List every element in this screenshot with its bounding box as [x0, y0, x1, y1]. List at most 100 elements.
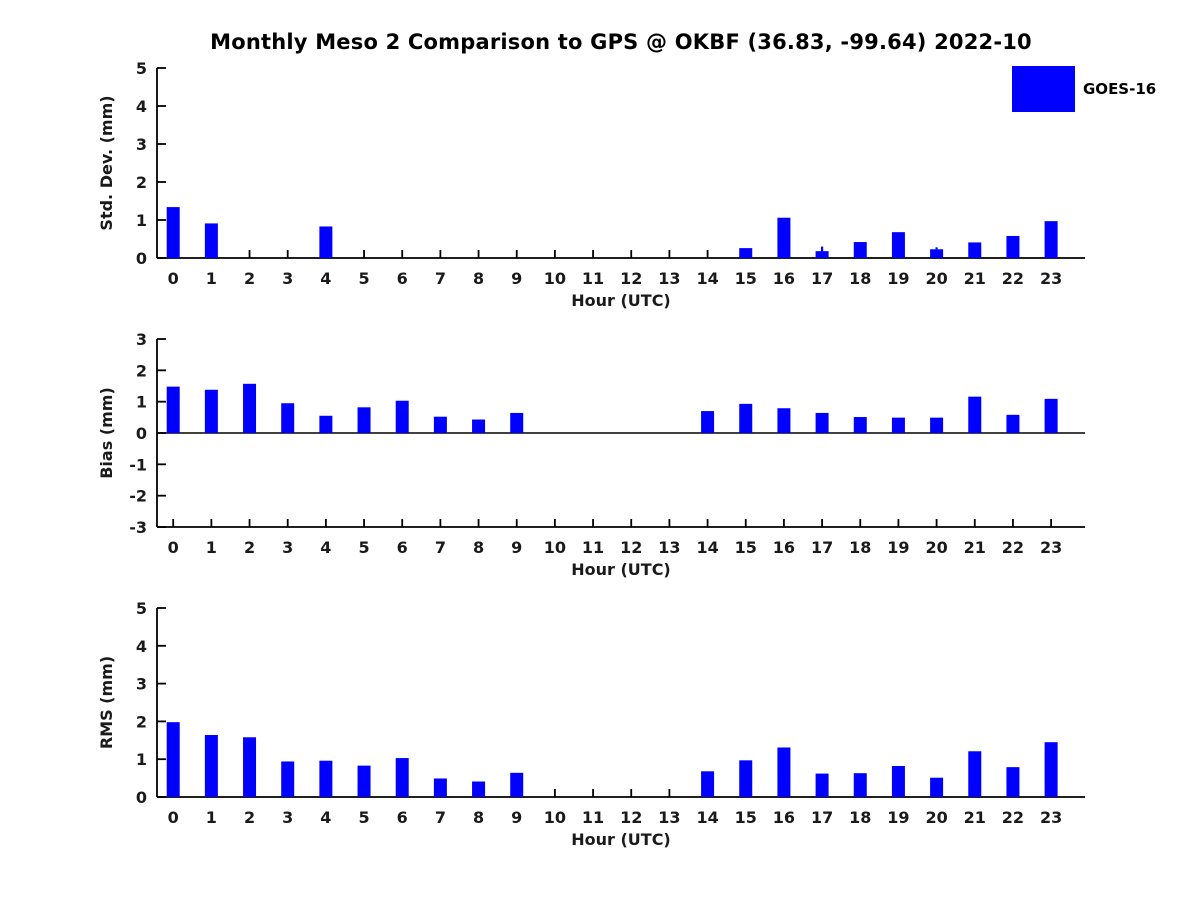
- x-tick-label: 23: [1040, 808, 1062, 827]
- x-tick-label: 0: [168, 269, 179, 288]
- bar-hour-4: [319, 760, 333, 797]
- y-tick-label: 2: [136, 712, 147, 731]
- x-tick-label: 16: [773, 808, 795, 827]
- y-axis-title: Bias (mm): [97, 387, 116, 479]
- x-tick-label: 18: [849, 538, 871, 557]
- x-tick-label: 1: [206, 269, 217, 288]
- bar-hour-0: [166, 207, 180, 258]
- x-tick-label: 15: [735, 808, 757, 827]
- bar-hour-18: [853, 242, 867, 258]
- bar-hour-16: [777, 217, 791, 258]
- x-tick-label: 11: [582, 808, 604, 827]
- bar-hour-22: [1006, 414, 1020, 433]
- y-tick-label: 4: [136, 97, 147, 116]
- x-tick-label: 17: [811, 538, 833, 557]
- x-tick-label: 5: [358, 269, 369, 288]
- bar-hour-2: [243, 737, 257, 797]
- y-tick-label: 0: [136, 788, 147, 807]
- bar-hour-21: [968, 242, 982, 258]
- bar-hour-0: [166, 386, 180, 433]
- bar-hour-15: [739, 403, 753, 433]
- bar-hour-8: [472, 781, 486, 797]
- x-tick-label: 14: [696, 808, 718, 827]
- x-tick-label: 19: [887, 808, 909, 827]
- x-tick-label: 7: [435, 538, 446, 557]
- x-tick-label: 6: [397, 269, 408, 288]
- bar-hour-20: [930, 249, 944, 258]
- x-tick-label: 3: [282, 808, 293, 827]
- x-tick-label: 4: [320, 538, 331, 557]
- x-tick-label: 17: [811, 269, 833, 288]
- x-tick-label: 13: [658, 808, 680, 827]
- x-tick-label: 8: [473, 808, 484, 827]
- y-tick-label: 5: [136, 59, 147, 78]
- x-tick-label: 6: [397, 538, 408, 557]
- x-tick-label: 0: [168, 538, 179, 557]
- x-tick-label: 8: [473, 269, 484, 288]
- x-tick-label: 8: [473, 538, 484, 557]
- x-tick-label: 23: [1040, 269, 1062, 288]
- x-tick-label: 6: [397, 808, 408, 827]
- x-tick-label: 11: [582, 269, 604, 288]
- bar-hour-0: [166, 722, 180, 797]
- bar-hour-3: [281, 403, 295, 433]
- x-tick-label: 20: [925, 808, 947, 827]
- x-tick-label: 5: [358, 538, 369, 557]
- x-tick-label: 19: [887, 538, 909, 557]
- bar-hour-4: [319, 226, 333, 258]
- x-tick-label: 21: [964, 269, 986, 288]
- x-tick-label: 20: [925, 269, 947, 288]
- x-tick-label: 4: [320, 269, 331, 288]
- bar-hour-14: [701, 771, 715, 797]
- x-tick-label: 9: [511, 269, 522, 288]
- bar-hour-7: [433, 416, 447, 433]
- x-tick-label: 5: [358, 808, 369, 827]
- bar-hour-6: [395, 758, 409, 797]
- bar-hour-23: [1044, 398, 1058, 433]
- y-tick-label: 5: [136, 599, 147, 618]
- bar-hour-5: [357, 407, 371, 433]
- x-tick-label: 3: [282, 269, 293, 288]
- chart-title: Monthly Meso 2 Comparison to GPS @ OKBF …: [210, 30, 1032, 54]
- bar-hour-23: [1044, 742, 1058, 797]
- x-tick-label: 14: [696, 538, 718, 557]
- x-tick-label: 7: [435, 808, 446, 827]
- bar-hour-15: [739, 760, 753, 797]
- x-tick-label: 21: [964, 538, 986, 557]
- x-tick-label: 22: [1002, 538, 1024, 557]
- bar-hour-8: [472, 419, 486, 433]
- x-tick-label: 15: [735, 269, 757, 288]
- bar-hour-7: [433, 778, 447, 797]
- y-tick-label: 4: [136, 637, 147, 656]
- bar-hour-22: [1006, 767, 1020, 797]
- bar-hour-5: [357, 765, 371, 797]
- x-tick-label: 10: [544, 269, 566, 288]
- bar-hour-4: [319, 415, 333, 433]
- y-tick-label: 3: [136, 330, 147, 349]
- bar-hour-1: [204, 389, 218, 433]
- y-tick-label: 3: [136, 675, 147, 694]
- x-tick-label: 9: [511, 808, 522, 827]
- legend-label: GOES-16: [1083, 80, 1157, 98]
- bar-hour-9: [510, 772, 524, 797]
- y-tick-label: 1: [136, 393, 147, 412]
- bar-hour-17: [815, 251, 829, 258]
- bar-hour-21: [968, 396, 982, 433]
- x-tick-label: 19: [887, 269, 909, 288]
- x-tick-label: 22: [1002, 269, 1024, 288]
- bar-hour-18: [853, 773, 867, 797]
- x-tick-label: 12: [620, 538, 642, 557]
- y-tick-label: -3: [129, 518, 147, 537]
- x-tick-label: 0: [168, 808, 179, 827]
- x-tick-label: 9: [511, 538, 522, 557]
- bar-hour-14: [701, 411, 715, 433]
- y-tick-label: 2: [136, 173, 147, 192]
- y-tick-label: 0: [136, 424, 147, 443]
- x-tick-label: 10: [544, 808, 566, 827]
- bar-hour-6: [395, 400, 409, 433]
- x-tick-label: 2: [244, 808, 255, 827]
- bar-hour-22: [1006, 235, 1020, 258]
